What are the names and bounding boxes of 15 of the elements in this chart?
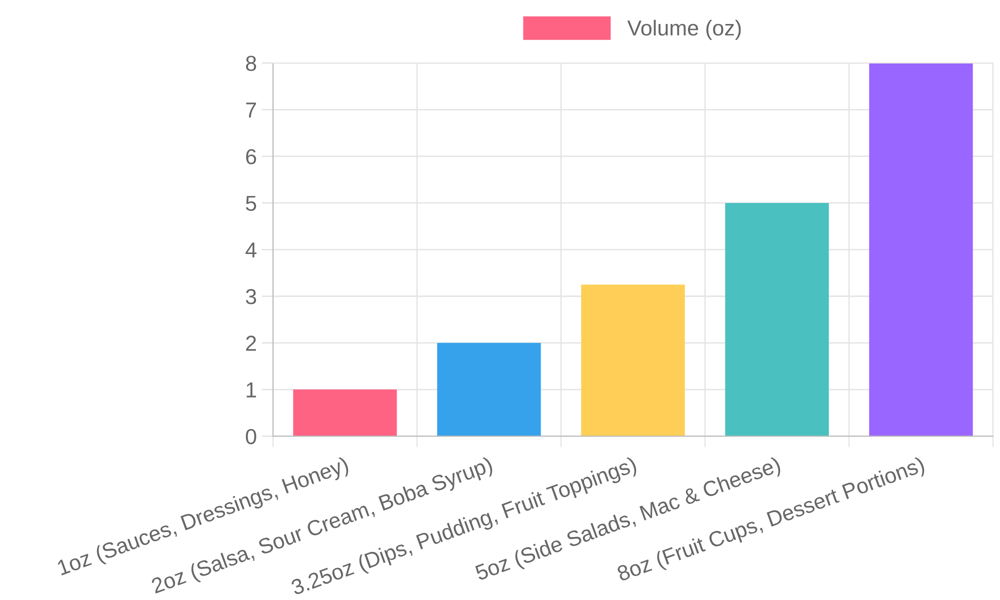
bar <box>581 284 685 436</box>
y-tick-label: 7 <box>246 102 256 118</box>
y-tick-label: 4 <box>246 242 256 258</box>
y-tick-label: 1 <box>246 382 256 398</box>
y-tick-label: 8 <box>246 56 256 72</box>
y-tick-label: 3 <box>246 289 256 304</box>
y-tick-label: 2 <box>246 336 256 351</box>
y-tick-label: 0 <box>246 428 256 444</box>
bar <box>869 63 973 436</box>
y-tick-label: 5 <box>246 196 256 211</box>
bar <box>437 342 541 436</box>
bar <box>725 202 829 436</box>
legend-label: Volume (oz) <box>627 20 741 40</box>
y-tick-label: 6 <box>246 149 256 164</box>
bar <box>293 390 397 436</box>
